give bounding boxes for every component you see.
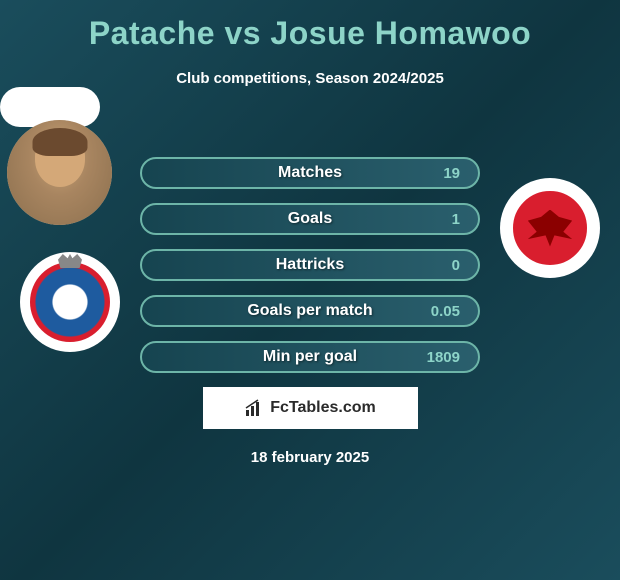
footer-brand-text: FcTables.com bbox=[270, 399, 376, 417]
player-silhouette bbox=[7, 120, 112, 225]
stat-value: 1 bbox=[452, 211, 460, 228]
club-badge-right bbox=[500, 178, 600, 278]
stat-row-goals: Goals 1 bbox=[140, 203, 480, 235]
stat-row-goals-per-match: Goals per match 0.05 bbox=[140, 295, 480, 327]
chart-icon bbox=[244, 398, 264, 418]
stat-row-hattricks: Hattricks 0 bbox=[140, 249, 480, 281]
stat-row-min-per-goal: Min per goal 1809 bbox=[140, 341, 480, 373]
badge-right-crest bbox=[510, 188, 590, 268]
subtitle: Club competitions, Season 2024/2025 bbox=[0, 70, 620, 87]
stat-value: 1809 bbox=[427, 349, 460, 366]
stat-label: Matches bbox=[278, 164, 342, 182]
date-text: 18 february 2025 bbox=[0, 449, 620, 466]
page-title: Patache vs Josue Homawoo bbox=[0, 15, 620, 52]
player-photo-left bbox=[7, 120, 112, 225]
stat-label: Min per goal bbox=[263, 348, 357, 366]
stat-value: 0.05 bbox=[431, 303, 460, 320]
badge-left-crest bbox=[30, 262, 110, 342]
stat-value: 19 bbox=[443, 165, 460, 182]
stat-row-matches: Matches 19 bbox=[140, 157, 480, 189]
stat-label: Goals bbox=[288, 210, 332, 228]
stat-value: 0 bbox=[452, 257, 460, 274]
footer-brand-badge: FcTables.com bbox=[203, 387, 418, 429]
comparison-card: Patache vs Josue Homawoo Club competitio… bbox=[0, 0, 620, 580]
stat-label: Goals per match bbox=[247, 302, 372, 320]
club-badge-left bbox=[20, 252, 120, 352]
stat-label: Hattricks bbox=[276, 256, 344, 274]
